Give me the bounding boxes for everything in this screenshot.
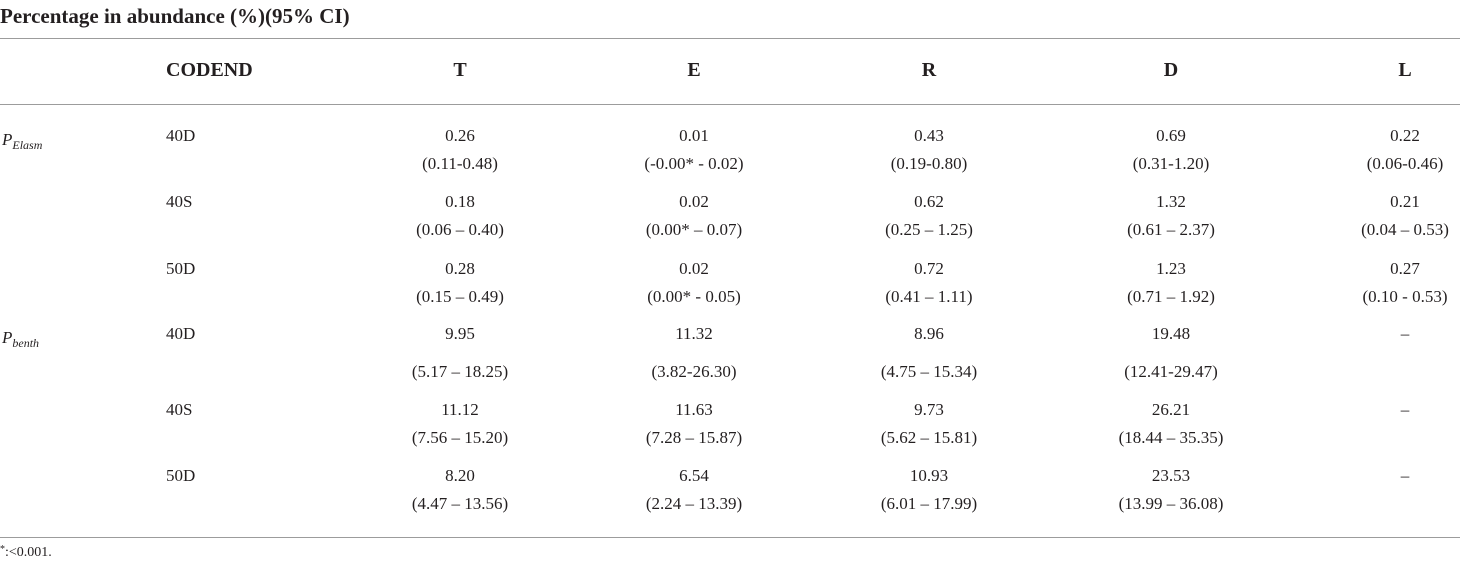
cell-value: 0.27 [1390,259,1420,278]
cell-ci: (12.41-29.47) [1124,362,1218,381]
cell-value: 0.26 [445,126,475,145]
row-codend: 50D [166,466,196,485]
cell-ci: (0.04 – 0.53) [1361,220,1449,239]
cell-value: – [1400,324,1410,343]
row-codend: 40D [166,324,196,343]
cell-ci: (18.44 – 35.35) [1118,428,1224,447]
cell-ci: (13.99 – 36.08) [1118,494,1224,513]
group-label-benth: Pbenth [2,328,40,350]
cell-ci: (2.24 – 13.39) [645,494,743,513]
cell-value: – [1400,400,1410,419]
header-col-t: T [453,59,467,81]
cell-value: 0.28 [445,259,475,278]
cell-ci: (0.71 – 1.92) [1127,287,1215,306]
cell-value: 0.01 [679,126,709,145]
header-col-e: E [687,59,701,81]
group-label-elasm: PElasm [2,130,43,152]
cell-ci: (7.56 – 15.20) [411,428,509,447]
cell-ci: (0.11-0.48) [422,154,498,173]
cell-ci: (5.62 – 15.81) [880,428,978,447]
header-col-d: D [1163,59,1179,81]
cell-ci: (5.17 – 18.25) [411,362,509,381]
cell-value: 0.21 [1390,192,1420,211]
footnote: *:<0.001. [0,544,52,561]
cell-value: 19.48 [1151,324,1191,343]
cell-ci: (0.06-0.46) [1366,154,1444,173]
cell-ci: (0.41 – 1.11) [885,287,973,306]
header-codend: CODEND [166,59,253,81]
cell-value: 0.02 [679,192,709,211]
cell-value: 0.18 [445,192,475,211]
header-col-l: L [1398,59,1412,81]
cell-ci: (0.00* – 0.07) [645,220,743,239]
cell-value: 26.21 [1151,400,1191,419]
cell-ci: (0.25 – 1.25) [885,220,973,239]
cell-ci: (6.01 – 17.99) [880,494,978,513]
header-col-r: R [921,59,937,81]
cell-ci: (4.47 – 13.56) [411,494,509,513]
cell-ci: (0.61 – 2.37) [1127,220,1215,239]
cell-value: 11.32 [675,324,713,343]
cell-value: 10.93 [909,466,949,485]
row-codend: 50D [166,259,196,278]
cell-value: 0.43 [914,126,944,145]
top-rule [0,38,1460,39]
cell-value: – [1400,466,1410,485]
cell-ci: (0.06 – 0.40) [416,220,504,239]
cell-value: 6.54 [679,466,709,485]
cell-ci: (3.82-26.30) [651,362,737,381]
row-codend: 40S [166,192,193,211]
cell-value: 11.63 [675,400,713,419]
table-title: Percentage in abundance (%)(95% CI) [0,4,350,28]
cell-ci: (0.19-0.80) [890,154,968,173]
cell-value: 8.20 [445,466,475,485]
cell-value: 0.22 [1390,126,1420,145]
cell-ci: (-0.00* - 0.02) [644,154,744,173]
cell-value: 0.72 [914,259,944,278]
cell-ci: (0.00* - 0.05) [647,287,741,306]
header-rule [0,104,1460,105]
cell-value: 9.73 [914,400,944,419]
row-codend: 40D [166,126,196,145]
cell-ci: (0.15 – 0.49) [416,287,504,306]
cell-value: 8.96 [914,324,944,343]
cell-ci: (7.28 – 15.87) [645,428,743,447]
cell-value: 11.12 [441,400,479,419]
cell-value: 1.32 [1156,192,1186,211]
bottom-rule [0,537,1460,538]
cell-ci: (0.31-1.20) [1132,154,1210,173]
footnote-text: :<0.001. [5,545,52,560]
cell-value: 0.02 [679,259,709,278]
cell-value: 9.95 [445,324,475,343]
row-codend: 40S [166,400,193,419]
cell-value: 1.23 [1156,259,1186,278]
cell-ci: (0.10 - 0.53) [1362,287,1448,306]
cell-value: 0.62 [914,192,944,211]
footnote-mark: * [0,544,5,555]
cell-ci: (4.75 – 15.34) [880,362,978,381]
cell-value: 0.69 [1156,126,1186,145]
cell-value: 23.53 [1151,466,1191,485]
